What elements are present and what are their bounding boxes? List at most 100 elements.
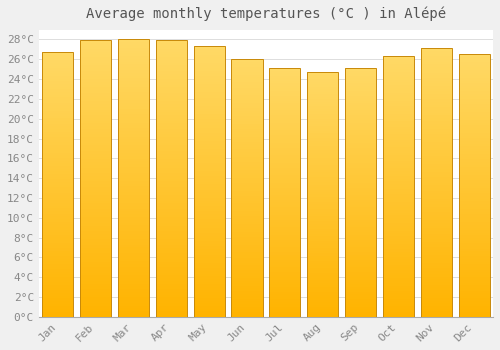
Bar (383, 161, 414, 163)
Bar (270, 150, 300, 153)
Bar (345, 103, 376, 105)
Bar (383, 208, 414, 210)
Bar (232, 286, 262, 288)
Bar (345, 277, 376, 280)
Bar (118, 170, 149, 173)
Bar (458, 54, 490, 317)
Bar (458, 238, 490, 241)
Bar (307, 148, 338, 150)
Bar (458, 107, 490, 110)
Bar (42, 76, 74, 79)
Bar (232, 157, 262, 160)
Bar (42, 224, 74, 227)
Bar (42, 248, 74, 251)
Bar (383, 75, 414, 77)
Bar (307, 99, 338, 102)
Bar (232, 239, 262, 242)
Bar (118, 81, 149, 84)
Bar (42, 306, 74, 309)
Bar (156, 228, 187, 231)
Bar (383, 220, 414, 223)
Bar (458, 125, 490, 128)
Bar (270, 180, 300, 183)
Bar (421, 287, 452, 290)
Bar (232, 111, 262, 113)
Bar (421, 177, 452, 180)
Bar (194, 176, 224, 179)
Bar (345, 287, 376, 289)
Bar (345, 68, 376, 71)
Bar (383, 142, 414, 145)
Bar (307, 124, 338, 126)
Bar (118, 228, 149, 231)
Bar (80, 300, 111, 303)
Bar (80, 217, 111, 220)
Bar (232, 284, 262, 286)
Bar (345, 78, 376, 80)
Bar (270, 314, 300, 317)
Bar (80, 195, 111, 198)
Bar (42, 267, 74, 269)
Bar (383, 262, 414, 265)
Bar (383, 150, 414, 153)
Bar (345, 280, 376, 282)
Bar (42, 219, 74, 222)
Bar (345, 200, 376, 202)
Bar (118, 231, 149, 233)
Bar (383, 62, 414, 64)
Bar (232, 180, 262, 183)
Bar (458, 278, 490, 280)
Bar (118, 92, 149, 95)
Bar (42, 140, 74, 142)
Bar (156, 46, 187, 49)
Bar (383, 226, 414, 228)
Bar (80, 79, 111, 82)
Bar (458, 133, 490, 136)
Bar (458, 248, 490, 251)
Bar (458, 138, 490, 141)
Bar (345, 265, 376, 267)
Bar (458, 288, 490, 290)
Bar (270, 130, 300, 133)
Bar (42, 169, 74, 172)
Bar (118, 73, 149, 76)
Bar (232, 198, 262, 201)
Bar (421, 282, 452, 285)
Bar (421, 91, 452, 94)
Bar (156, 253, 187, 256)
Bar (156, 140, 187, 143)
Bar (270, 123, 300, 125)
Bar (80, 43, 111, 46)
Bar (345, 83, 376, 86)
Bar (80, 267, 111, 270)
Bar (383, 127, 414, 129)
Bar (383, 215, 414, 218)
Bar (345, 123, 376, 125)
Bar (421, 107, 452, 110)
Bar (307, 160, 338, 163)
Bar (194, 274, 224, 276)
Bar (421, 314, 452, 317)
Bar (80, 270, 111, 273)
Bar (383, 108, 414, 111)
Bar (42, 269, 74, 272)
Bar (42, 58, 74, 60)
Bar (232, 88, 262, 90)
Bar (80, 253, 111, 256)
Bar (118, 295, 149, 298)
Bar (80, 201, 111, 203)
Bar (156, 215, 187, 217)
Bar (156, 85, 187, 88)
Bar (383, 134, 414, 137)
Bar (270, 185, 300, 188)
Bar (383, 184, 414, 187)
Bar (194, 244, 224, 246)
Bar (118, 192, 149, 195)
Bar (307, 297, 338, 300)
Bar (232, 258, 262, 260)
Bar (194, 228, 224, 230)
Bar (232, 196, 262, 198)
Bar (383, 187, 414, 189)
Bar (307, 304, 338, 307)
Bar (383, 228, 414, 231)
